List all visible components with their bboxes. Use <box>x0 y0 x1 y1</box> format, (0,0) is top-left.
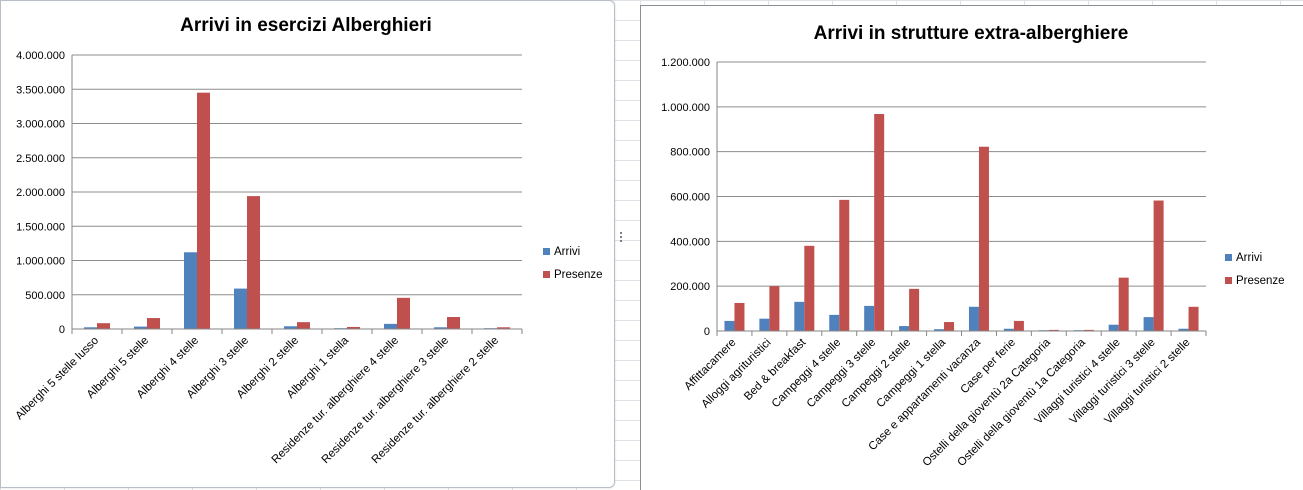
bar-presenze-4[interactable] <box>297 322 310 329</box>
legend-label-presenze: Presenze <box>554 269 603 281</box>
bar-presenze-5[interactable] <box>347 326 360 329</box>
chart-title: Arrivi in esercizi Alberghieri <box>180 15 432 36</box>
bar-presenze-7[interactable] <box>978 146 989 331</box>
y-tick-label: 500.000 <box>25 290 65 302</box>
y-tick-label: 0 <box>704 326 710 338</box>
gridlines-group <box>717 61 1206 287</box>
bar-arrivi-2[interactable] <box>794 301 805 331</box>
bar-arrivi-3[interactable] <box>829 314 840 331</box>
bar-presenze-13[interactable] <box>1188 306 1199 331</box>
bar-arrivi-4[interactable] <box>864 305 875 331</box>
bar-arrivi-2[interactable] <box>184 252 197 329</box>
bar-presenze-1[interactable] <box>147 318 160 329</box>
y-tick-label: 0 <box>59 324 65 336</box>
chart-arrivi-extra-alberghiere[interactable]: Arrivi in strutture extra-alberghiere 0 2… <box>640 5 1303 490</box>
bar-presenze-8[interactable] <box>497 327 510 329</box>
y-tick-label: 3.500.000 <box>16 84 65 96</box>
bar-presenze-4[interactable] <box>874 114 885 331</box>
bar-arrivi-11[interactable] <box>1108 324 1119 331</box>
bar-arrivi-4[interactable] <box>284 326 297 329</box>
bar-arrivi-3[interactable] <box>234 288 247 329</box>
bar-presenze-5[interactable] <box>909 288 920 331</box>
x-tick-label: Alberghi 5 stelle lusso <box>14 335 102 423</box>
y-tick-label: 1.000.000 <box>16 256 65 268</box>
bars-group <box>84 92 510 329</box>
y-tick-label: 800.000 <box>670 147 710 159</box>
bar-presenze-0[interactable] <box>734 302 745 331</box>
bar-presenze-2[interactable] <box>804 245 815 331</box>
bar-arrivi-5[interactable] <box>899 326 910 331</box>
chart-right-svg: Arrivi in strutture extra-alberghiere 0 2… <box>661 23 1285 469</box>
bar-arrivi-7[interactable] <box>968 306 979 331</box>
bar-arrivi-12[interactable] <box>1143 317 1154 331</box>
gridlines-group <box>72 54 522 296</box>
x-tick-label: Ostelli della gioventù 2a Categoria <box>921 336 1054 469</box>
bar-presenze-8[interactable] <box>1013 320 1024 331</box>
bar-arrivi-13[interactable] <box>1178 328 1189 331</box>
bar-presenze-2[interactable] <box>197 92 210 329</box>
x-tick-label: Bed & breakfast <box>742 336 809 403</box>
bar-presenze-1[interactable] <box>769 286 780 331</box>
legend[interactable]: Arrivi Presenze <box>1225 252 1285 287</box>
bar-presenze-6[interactable] <box>397 297 410 329</box>
chart-resize-handle[interactable] <box>618 230 624 244</box>
legend-swatch-arrivi <box>543 248 550 255</box>
legend-swatch-presenze <box>1225 277 1232 284</box>
bars-group <box>724 114 1199 331</box>
bar-presenze-0[interactable] <box>97 323 110 329</box>
x-tick-label: Ostelli della gioventù 1a Categoria <box>956 336 1089 469</box>
y-tick-label: 3.000.000 <box>16 119 65 131</box>
bar-arrivi-0[interactable] <box>724 320 735 331</box>
legend-swatch-presenze <box>543 271 550 278</box>
chart-title: Arrivi in strutture extra-alberghiere <box>814 23 1129 44</box>
bar-arrivi-6[interactable] <box>934 329 945 331</box>
legend-label-presenze: Presenze <box>1236 275 1285 287</box>
y-tick-label: 2.000.000 <box>16 187 65 199</box>
y-tick-label: 2.500.000 <box>16 153 65 165</box>
bar-arrivi-1[interactable] <box>134 326 147 329</box>
bar-presenze-9[interactable] <box>1048 329 1059 331</box>
bar-presenze-7[interactable] <box>447 317 460 329</box>
chart-arrivi-alberghieri[interactable]: Arrivi in esercizi Alberghieri 0 500.000 1… <box>0 0 615 488</box>
legend-label-arrivi: Arrivi <box>1236 252 1262 264</box>
y-tick-label: 400.000 <box>670 236 710 248</box>
bar-presenze-3[interactable] <box>839 199 850 331</box>
bar-arrivi-7[interactable] <box>434 327 447 329</box>
bar-arrivi-1[interactable] <box>759 318 770 331</box>
y-tick-label: 1.200.000 <box>661 57 710 69</box>
chart-left-svg: Arrivi in esercizi Alberghieri 0 500.000 1… <box>14 15 603 466</box>
y-tick-label: 1.500.000 <box>16 221 65 233</box>
bar-arrivi-0[interactable] <box>84 327 97 329</box>
legend-label-arrivi: Arrivi <box>554 246 580 258</box>
bar-presenze-3[interactable] <box>247 196 260 329</box>
bar-arrivi-8[interactable] <box>1003 328 1014 331</box>
y-tick-label: 600.000 <box>670 192 710 204</box>
bar-presenze-10[interactable] <box>1083 329 1094 331</box>
bar-presenze-11[interactable] <box>1118 277 1129 331</box>
legend-swatch-arrivi <box>1225 254 1232 261</box>
y-tick-label: 4.000.000 <box>16 50 65 62</box>
y-axis-group: 0 200.000 400.000 600.000 800.000 1.000.000 1.… <box>661 57 718 338</box>
bar-arrivi-6[interactable] <box>384 323 397 329</box>
bar-presenze-12[interactable] <box>1153 200 1164 331</box>
bar-presenze-6[interactable] <box>944 322 955 331</box>
y-tick-label: 200.000 <box>670 281 710 293</box>
y-tick-label: 1.000.000 <box>661 102 710 114</box>
y-axis-group: 0 500.000 1.000.000 1.500.000 2.000.000 2.500… <box>16 50 73 336</box>
legend[interactable]: Arrivi Presenze <box>543 246 603 281</box>
